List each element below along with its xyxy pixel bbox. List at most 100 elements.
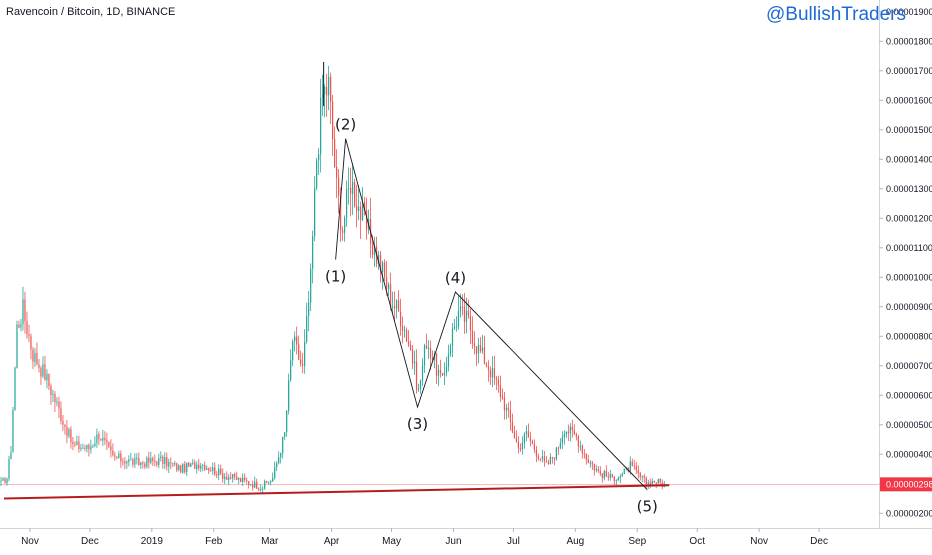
candle-body (411, 348, 414, 364)
candle-body (66, 426, 68, 437)
candle-body (633, 465, 635, 467)
candle-body (4, 478, 6, 484)
candle-body (220, 468, 222, 474)
candle-body (545, 461, 547, 463)
price-tick-label: 0.00000600 (886, 390, 932, 400)
candle-body (601, 473, 603, 478)
candle-body (316, 160, 318, 189)
candle-body (318, 154, 320, 161)
candle-body (186, 462, 188, 473)
price-tick-label: 0.00000400 (886, 449, 932, 459)
candle-body (200, 465, 202, 469)
candle-body (260, 488, 262, 490)
candle-body (565, 431, 567, 435)
candle-body (547, 462, 549, 465)
candle-body (92, 445, 94, 447)
candle-body (509, 410, 512, 422)
candle-body (272, 477, 274, 482)
candle-body (308, 302, 310, 317)
candle-body (499, 385, 502, 397)
elliott-wave-line[interactable] (335, 138, 648, 490)
candle-body (429, 348, 432, 358)
candle-body (613, 476, 615, 481)
candle-body (312, 236, 314, 269)
candle-body (98, 434, 100, 439)
candle-body (104, 437, 106, 441)
candle-body (68, 429, 70, 437)
price-tick-label: 0.00001000 (886, 272, 932, 282)
candle-body (52, 393, 54, 395)
candle-body (250, 484, 252, 486)
candle-body (228, 477, 230, 480)
candle-body (423, 345, 426, 366)
candle-body (531, 440, 534, 444)
candle-body (437, 369, 440, 376)
candle-body (296, 336, 298, 345)
candle-body (519, 448, 522, 450)
candle-body (196, 464, 198, 469)
candle-body (24, 299, 26, 321)
candle-body (268, 482, 270, 484)
last-price-tag (880, 477, 932, 492)
candle-body (485, 364, 488, 367)
candle-body (403, 330, 406, 332)
candle-body (597, 469, 599, 471)
candle-body (62, 420, 64, 425)
candle-body (385, 277, 388, 289)
watermark-handle: @BullishTraders (766, 4, 907, 25)
candle-body (128, 459, 130, 462)
candle-body (322, 94, 324, 98)
candle-body (605, 470, 607, 477)
candle-body (469, 315, 472, 331)
time-tick-label: Nov (750, 536, 768, 547)
candle-body (353, 182, 356, 206)
candle-body (18, 324, 20, 328)
candle-body (256, 481, 258, 489)
candle-body (80, 448, 82, 450)
candle-body (389, 284, 392, 308)
candle-body (90, 446, 92, 450)
price-tick-label: 0.00001100 (886, 243, 932, 253)
candle-body (290, 360, 292, 381)
candle-body (282, 436, 284, 454)
time-tick-label: Oct (689, 536, 705, 547)
candle-body (280, 453, 282, 458)
time-axis[interactable]: Nov Dec 2019 Feb Mar Apr May Jun Jul Aug Sep Oct Nov… (21, 528, 828, 547)
candle-body (517, 441, 520, 449)
candle-body (100, 438, 102, 441)
candle-body (170, 462, 172, 464)
candle-body (511, 421, 514, 432)
symbol-title[interactable]: Ravencoin / Bitcoin, 1D, BINANCE (6, 6, 176, 18)
candle-body (457, 310, 460, 327)
candle-body (393, 306, 396, 309)
candle-body (631, 461, 633, 466)
candle-body (156, 461, 158, 465)
candle-body (559, 443, 561, 448)
candle-body (106, 440, 108, 443)
candle-body (497, 379, 500, 386)
candle-body (194, 462, 196, 469)
candle-body (198, 464, 200, 469)
candle-body (286, 410, 288, 433)
candle-body (190, 463, 192, 467)
candle-body (361, 202, 364, 220)
support-trendline[interactable] (3, 484, 670, 500)
candle-body (435, 353, 438, 376)
candle-body (417, 389, 420, 391)
candle-body (341, 230, 344, 233)
candle-body (130, 459, 132, 461)
candle-body (314, 188, 316, 237)
candle-body (238, 478, 240, 480)
candle-body (172, 463, 174, 465)
price-tick-label: 0.00001500 (886, 125, 932, 135)
candle-body (254, 481, 256, 488)
candle-body (8, 459, 10, 479)
price-axis[interactable]: 0.000002000.000003000.000004000.00000500… (886, 7, 932, 518)
candle-body (138, 458, 140, 465)
candle-body (539, 458, 542, 460)
candle-body (320, 97, 322, 155)
candle-body (513, 431, 516, 439)
price-tick-label: 0.00001800 (886, 36, 932, 46)
